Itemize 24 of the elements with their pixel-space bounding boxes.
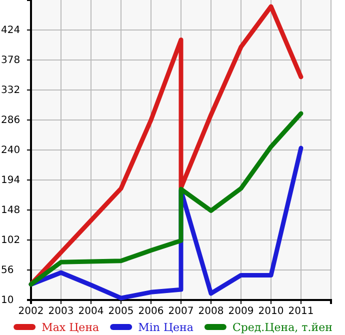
line-series <box>28 111 304 287</box>
x-tick-label: 2002 <box>18 306 44 318</box>
x-tick-label: 2011 <box>288 306 314 318</box>
y-tick-label: 240 <box>1 145 20 156</box>
y-tick-label: 332 <box>1 85 20 96</box>
y-tick-label: 56 <box>1 265 14 276</box>
y-tick-label: 286 <box>1 115 20 126</box>
x-tick-label: 2010 <box>258 306 284 318</box>
y-tick-label: 102 <box>1 235 20 246</box>
legend-label: Сред.Цена, т.йен <box>232 321 332 334</box>
x-tick-label: 2003 <box>48 306 74 318</box>
x-tick-label: 2004 <box>78 306 104 318</box>
y-tick-label: 378 <box>1 55 20 66</box>
legend-label: Max Цена <box>42 321 100 334</box>
y-tick-label: 424 <box>1 25 20 36</box>
legend-label: Min Цена <box>138 321 194 334</box>
x-tick-label: 2007 <box>168 306 194 318</box>
x-tick-label: 2008 <box>198 306 224 318</box>
x-tick-label: 2009 <box>228 306 254 318</box>
y-tick-label: 10 <box>1 295 14 306</box>
x-tick-label: 2005 <box>108 306 134 318</box>
y-tick-label: 194 <box>1 175 20 186</box>
y-tick-label: 148 <box>1 205 20 216</box>
x-tick-label: 2006 <box>138 306 164 318</box>
